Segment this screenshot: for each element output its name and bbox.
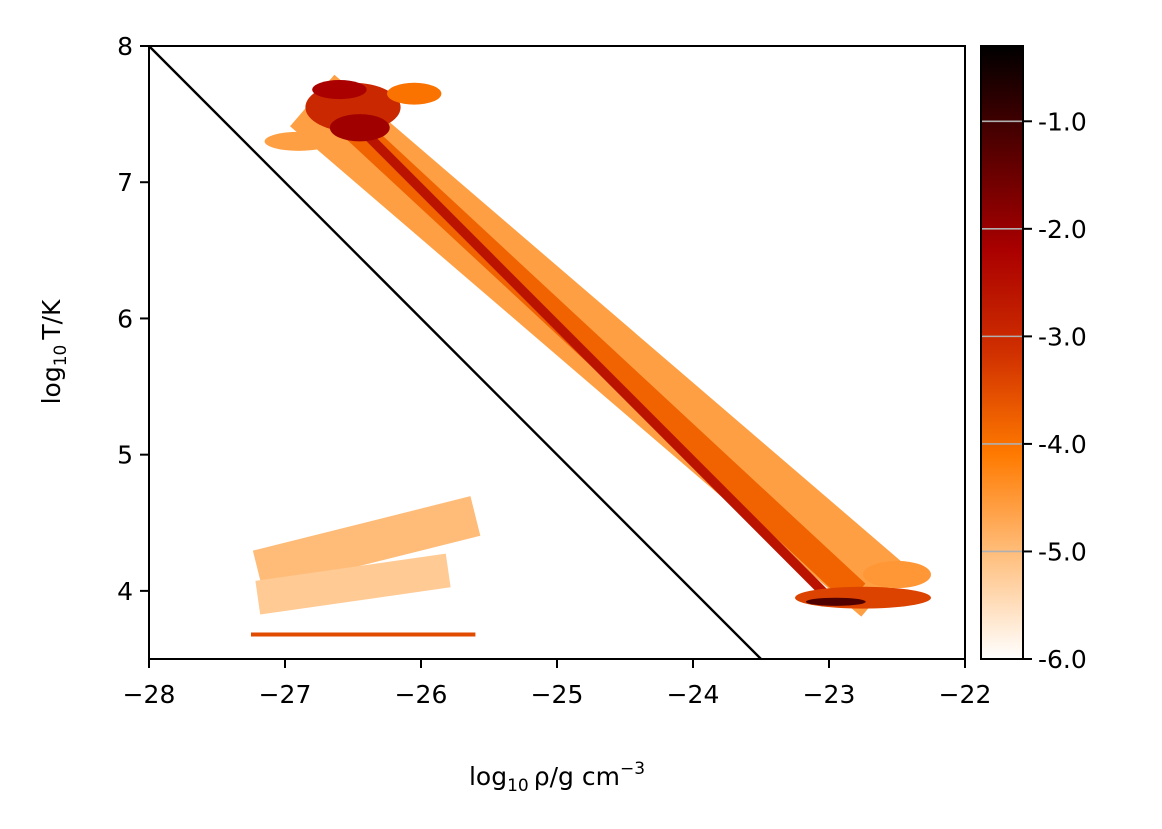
x-axis-label-sub: 10 [507,776,529,796]
x-tick-label: −28 [123,680,176,709]
heatmap-cluster [805,597,866,606]
colorbar-tick-label: -2.0 [1038,215,1087,244]
heatmap-band [349,117,833,602]
heatmap-cluster [387,82,442,105]
x-tick-label: −25 [531,680,584,709]
heatmap-band [255,553,451,615]
y-axis-ticks: 4 5 6 7 8 [117,32,149,606]
x-axis-label: log10 ρ/g cm−3 [469,759,645,796]
y-tick-label: 4 [117,577,133,606]
colorbar-tick-label: -5.0 [1038,537,1087,566]
x-axis-label-base: log [469,762,507,791]
colorbar [981,46,1023,659]
heatmap-cluster [795,586,931,609]
y-tick-label: 5 [117,441,133,470]
y-tick-label: 8 [117,32,133,61]
x-axis-ticks: −28 −27 −26 −25 −24 −23 −22 [123,659,992,709]
y-axis-label-base: log [37,366,66,404]
heatmap-cluster [329,114,390,142]
y-tick-label: 7 [117,168,133,197]
x-axis-label-rest: ρ/g cm [534,762,620,791]
x-tick-label: −26 [395,680,448,709]
heatmap [251,74,931,637]
x-tick-label: −27 [259,680,312,709]
colorbar-tick-label: -1.0 [1038,107,1087,136]
heatmap-cluster [264,131,333,151]
x-axis-label-sup: −3 [620,759,645,779]
colorbar-gridlines [981,120,1023,553]
y-axis-label: log10 T/K [37,299,71,404]
y-axis-label-rest: T/K [37,299,66,341]
x-tick-label: −24 [667,680,720,709]
colorbar-frame [980,45,1024,660]
heatmap-cluster [863,560,931,589]
colorbar-tick-label: -4.0 [1038,430,1087,459]
reference-line [149,46,762,659]
heatmap-band [252,496,481,591]
x-tick-label: −22 [939,680,992,709]
heatmap-cluster [312,80,367,100]
y-tick-label: 6 [117,304,133,333]
x-tick-label: −23 [803,680,856,709]
colorbar-tick-label: -3.0 [1038,322,1087,351]
colorbar-tick-label: -6.0 [1038,645,1087,674]
y-axis-label-sub: 10 [51,345,71,367]
colorbar-ticks: -6.0 -5.0 -4.0 -3.0 -2.0 -1.0 [1023,107,1087,674]
